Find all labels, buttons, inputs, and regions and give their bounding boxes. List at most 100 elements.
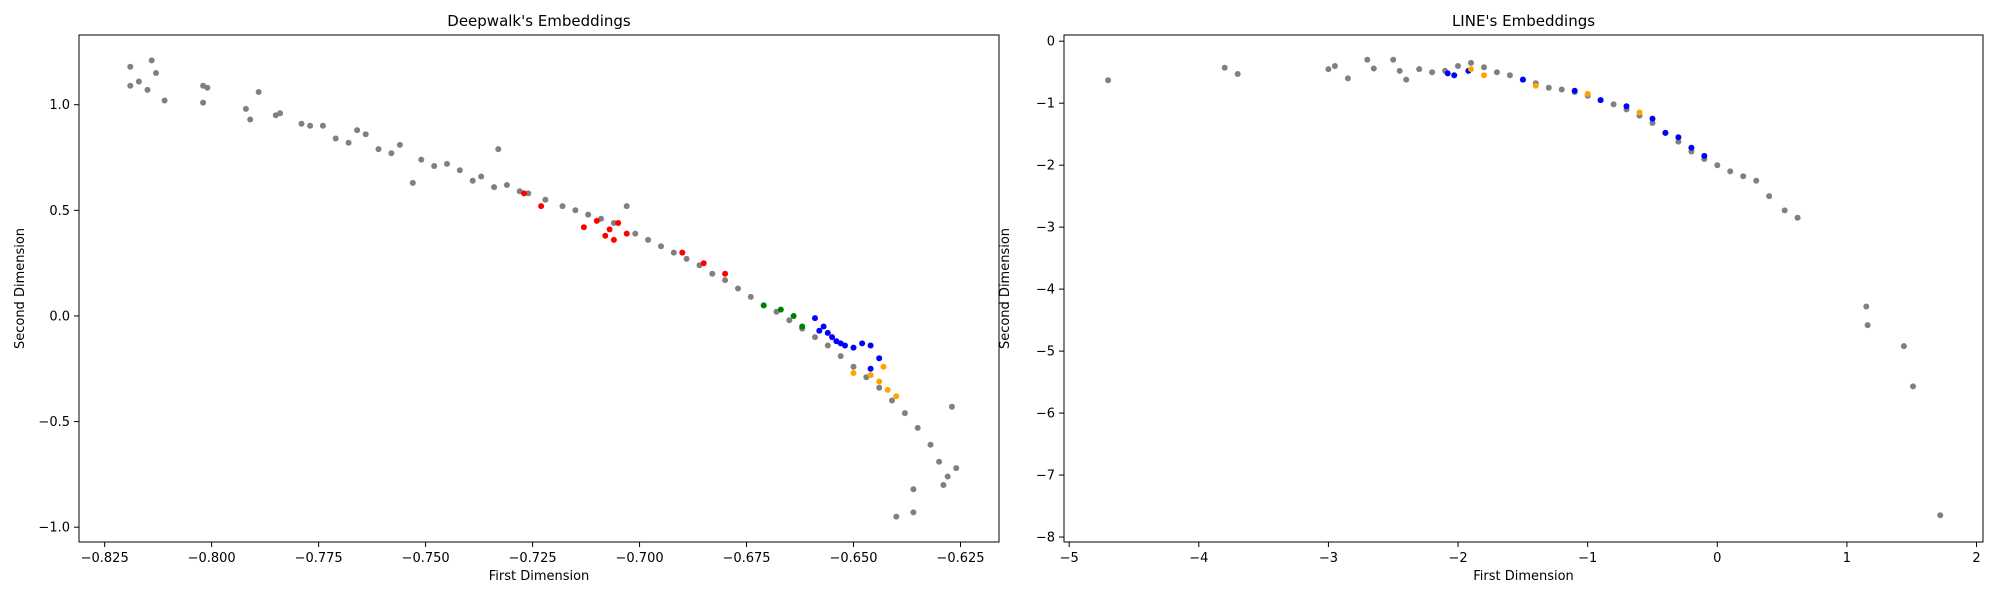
data-point <box>307 122 314 129</box>
data-point <box>1675 134 1682 141</box>
data-point <box>469 177 476 184</box>
data-point <box>277 110 284 117</box>
series-0 <box>127 57 960 520</box>
data-point <box>837 340 844 347</box>
x-tick-label: 1 <box>1843 551 1851 566</box>
data-point <box>1370 65 1377 72</box>
data-point <box>135 78 142 85</box>
data-point <box>1545 84 1552 91</box>
data-point <box>580 224 587 231</box>
data-point <box>1597 97 1604 104</box>
data-point <box>204 84 211 91</box>
chart-title: LINE's Embeddings <box>1452 12 1595 30</box>
data-point <box>824 342 831 349</box>
axes-frame <box>1063 34 1984 543</box>
data-point <box>615 220 622 226</box>
data-point <box>867 365 874 372</box>
data-point <box>1493 69 1500 76</box>
data-point <box>632 230 639 237</box>
y-tick-label: −1 <box>1036 97 1055 112</box>
data-point <box>658 243 664 250</box>
data-point <box>1396 67 1403 74</box>
data-point <box>1429 69 1436 76</box>
data-point <box>889 397 895 404</box>
data-point <box>824 329 831 336</box>
x-tick-label: −0.650 <box>829 551 877 566</box>
data-point <box>1623 103 1630 110</box>
x-tick-label: −0.750 <box>402 551 450 566</box>
data-point <box>559 203 566 210</box>
y-axis-label: Second Dimension <box>998 228 1013 349</box>
data-point <box>1532 82 1539 89</box>
data-point <box>1444 70 1451 77</box>
data-point <box>927 441 934 448</box>
data-point <box>610 220 617 226</box>
x-tick-label: −4 <box>1189 551 1208 566</box>
data-point <box>880 363 887 370</box>
data-point <box>1781 207 1788 214</box>
data-point <box>812 334 818 341</box>
line-chart: LINE's Embeddings −5 −4 −3 −2 −1 0 1 2 −8 −7 −6 −5 −4… <box>998 12 1984 584</box>
data-point <box>1766 193 1773 200</box>
data-point <box>1900 343 1907 350</box>
data-point <box>1864 322 1871 329</box>
data-point <box>1662 129 1669 136</box>
data-point <box>850 344 857 351</box>
data-point <box>914 424 921 431</box>
data-point <box>606 226 613 233</box>
data-point <box>491 184 498 191</box>
data-point <box>362 131 369 138</box>
data-point <box>1390 56 1397 63</box>
x-tick-label: −3 <box>1319 551 1338 566</box>
series-2 <box>521 190 729 277</box>
data-point <box>1481 64 1487 71</box>
data-point <box>1636 109 1643 116</box>
x-tick-label: −0.800 <box>188 551 236 566</box>
data-point <box>332 135 339 142</box>
data-point <box>298 120 305 127</box>
data-point <box>242 105 249 112</box>
axes-frame <box>78 34 1000 543</box>
data-point <box>478 173 485 180</box>
data-point <box>944 473 951 480</box>
data-point <box>396 141 403 148</box>
data-point <box>1863 303 1870 310</box>
data-point <box>1105 77 1112 84</box>
data-point <box>777 306 784 313</box>
y-tick-label: −3 <box>1036 221 1055 236</box>
data-point <box>521 190 527 197</box>
data-point <box>1519 76 1526 83</box>
data-point <box>572 207 579 214</box>
data-point <box>799 323 806 330</box>
data-point <box>901 410 908 417</box>
data-point <box>876 355 883 362</box>
data-point <box>867 342 874 349</box>
data-point <box>418 156 425 163</box>
x-tick-label: 0 <box>1713 551 1721 566</box>
y-tick-label: 0 <box>1047 35 1055 50</box>
series-1 <box>1444 67 1708 159</box>
data-point <box>1221 64 1228 71</box>
data-point <box>812 315 818 322</box>
data-point <box>1794 214 1801 221</box>
data-point <box>859 340 866 347</box>
x-tick-label: −0.725 <box>509 551 557 566</box>
data-point <box>700 260 707 267</box>
data-point <box>602 232 609 239</box>
series-1 <box>812 315 883 372</box>
data-point <box>1403 76 1410 83</box>
data-point <box>1344 75 1351 82</box>
data-point <box>722 277 729 284</box>
y-tick-label: −1.0 <box>38 521 70 536</box>
data-point <box>247 116 254 123</box>
data-point <box>735 285 741 292</box>
data-point <box>1416 66 1423 73</box>
chart-title: Deepwalk's Embeddings <box>447 12 631 30</box>
data-point <box>709 270 716 277</box>
y-tick-label: −4 <box>1036 283 1055 298</box>
data-point <box>1649 120 1656 126</box>
y-tick-label: −0.5 <box>38 415 70 430</box>
data-point <box>593 217 600 224</box>
data-point <box>585 211 592 218</box>
